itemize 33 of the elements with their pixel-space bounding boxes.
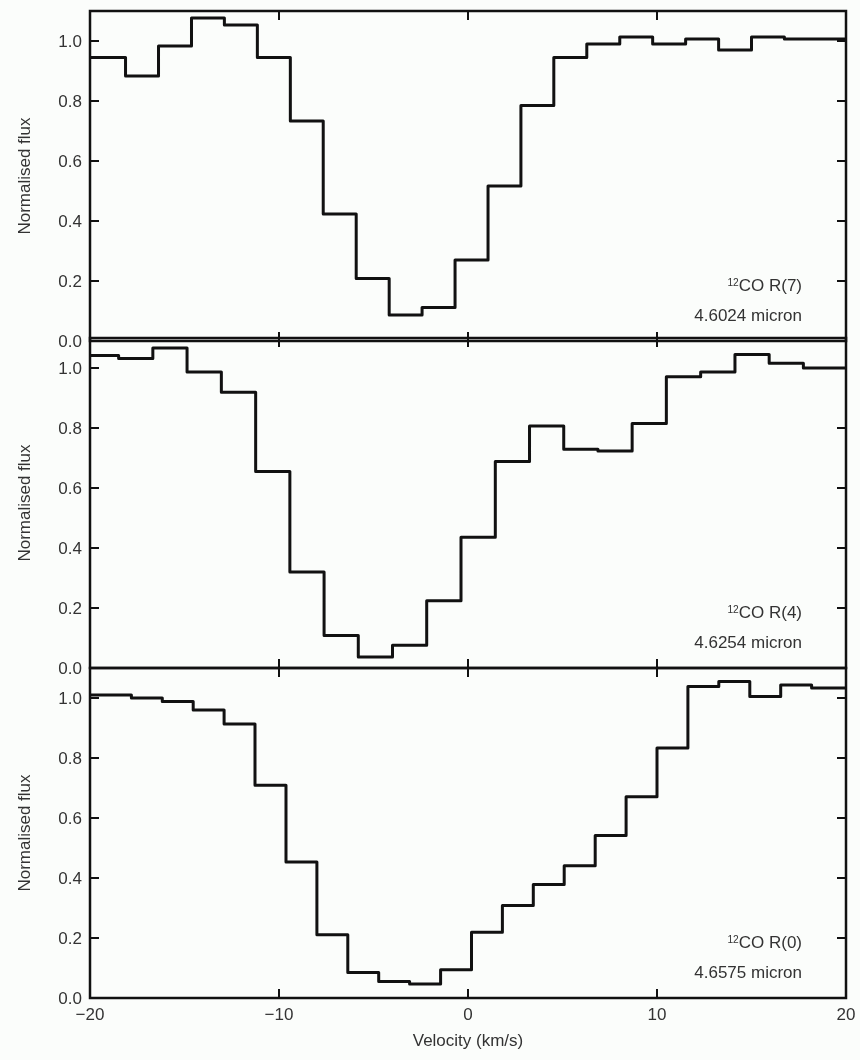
x-tick-label: 20 xyxy=(836,1005,856,1024)
y-axis-title: Normalised flux xyxy=(15,773,34,892)
y-tick-label: 0.6 xyxy=(58,478,82,498)
x-tick-label: 10 xyxy=(647,1005,667,1024)
x-axis-title: Velocity (km/s) xyxy=(412,1031,524,1050)
annotation: 4.6254 micron xyxy=(694,633,802,652)
x-tick-label: 0 xyxy=(463,1005,473,1024)
y-axis-title: Normalised flux xyxy=(15,443,34,562)
y-tick-label: 0.6 xyxy=(58,808,82,828)
y-tick-label: 0.8 xyxy=(58,418,82,438)
y-tick-label: 0.4 xyxy=(58,868,82,888)
annotation: $^{12}$CO R(7) xyxy=(727,276,802,295)
y-tick-label: 0.0 xyxy=(58,331,82,351)
y-tick-label: 0.4 xyxy=(58,538,82,558)
y-tick-label: 0.0 xyxy=(58,658,82,678)
x-tick-label: −10 xyxy=(264,1005,294,1024)
y-tick-label: 0.6 xyxy=(58,151,82,171)
annotation: 4.6575 micron xyxy=(694,963,802,982)
y-tick-label: 0.8 xyxy=(58,91,82,111)
y-tick-label: 0.2 xyxy=(58,598,82,618)
y-tick-label: 0.0 xyxy=(58,988,82,1008)
y-tick-label: 1.0 xyxy=(58,688,82,708)
y-axis-title: Normalised flux xyxy=(15,116,34,235)
y-tick-label: 1.0 xyxy=(58,358,82,378)
y-tick-label: 0.2 xyxy=(58,928,82,948)
y-tick-label: 0.8 xyxy=(58,748,82,768)
y-tick-label: 0.2 xyxy=(58,271,82,291)
annotation: $^{12}$CO R(0) xyxy=(727,933,802,952)
x-tick-label: −20 xyxy=(75,1005,105,1024)
y-tick-label: 1.0 xyxy=(58,31,82,51)
annotation: 4.6024 micron xyxy=(694,306,802,325)
annotation: $^{12}$CO R(4) xyxy=(727,603,802,622)
y-tick-label: 0.4 xyxy=(58,211,82,231)
